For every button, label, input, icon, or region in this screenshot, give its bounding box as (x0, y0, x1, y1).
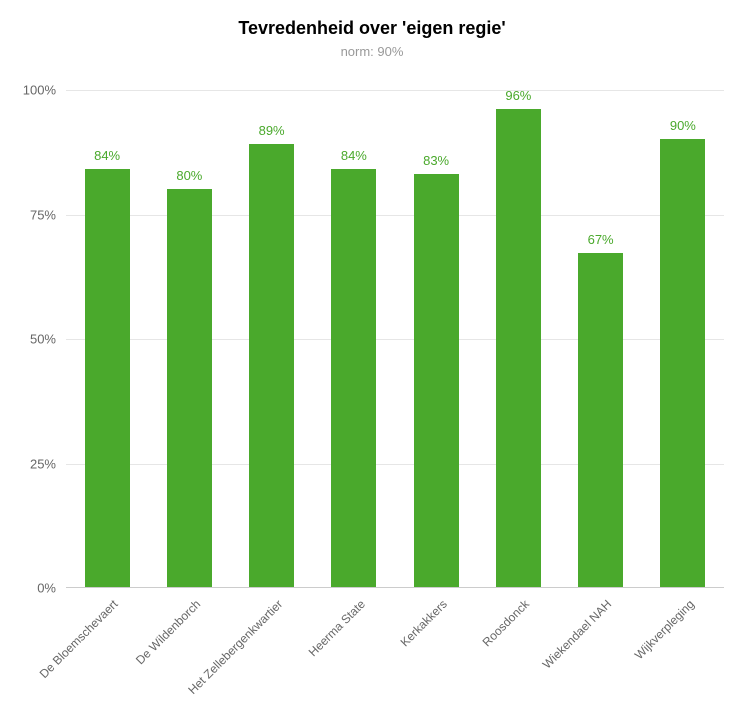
y-tick-label: 75% (30, 207, 56, 222)
x-tick-label: Wiekendael NAH (540, 597, 615, 672)
bar-value-label: 89% (259, 123, 285, 138)
bar-slot: 84% (66, 90, 148, 587)
bar-slot: 90% (642, 90, 724, 587)
bar-value-label: 83% (423, 153, 449, 168)
plot-area: 0%25%50%75%100%84%De Bloemschevaert80%De… (66, 90, 724, 588)
chart-subtitle: norm: 90% (0, 44, 744, 59)
bar: 96% (496, 109, 541, 587)
bar-value-label: 80% (176, 168, 202, 183)
y-tick-label: 100% (23, 83, 56, 98)
bar-value-label: 84% (341, 148, 367, 163)
x-tick-label: Wijkverpleging (632, 597, 697, 662)
bar: 90% (660, 139, 705, 587)
x-tick-label: Heerma State (306, 597, 368, 659)
bar: 84% (331, 169, 376, 587)
bar-slot: 84% (313, 90, 395, 587)
y-tick-label: 50% (30, 332, 56, 347)
bar-value-label: 84% (94, 148, 120, 163)
y-tick-label: 25% (30, 456, 56, 471)
bar-value-label: 90% (670, 118, 696, 133)
x-tick-label: Roosdonck (480, 597, 532, 649)
bar-value-label: 67% (588, 232, 614, 247)
x-tick-label: Het Zellebergenkwartier (186, 597, 286, 697)
x-tick-label: De Wildenborch (133, 597, 203, 667)
x-tick-label: Kerkakkers (398, 597, 450, 649)
bar: 67% (578, 253, 623, 587)
bar-slot: 67% (560, 90, 642, 587)
bar-slot: 96% (477, 90, 559, 587)
bar-chart: Tevredenheid over 'eigen regie' norm: 90… (0, 0, 744, 705)
bar: 80% (167, 189, 212, 587)
bar-value-label: 96% (505, 88, 531, 103)
chart-title: Tevredenheid over 'eigen regie' (0, 18, 744, 39)
x-tick-label: De Bloemschevaert (37, 597, 121, 681)
bar-slot: 89% (231, 90, 313, 587)
y-tick-label: 0% (37, 581, 56, 596)
bar: 84% (85, 169, 130, 587)
bar-slot: 83% (395, 90, 477, 587)
bar-slot: 80% (148, 90, 230, 587)
bar: 89% (249, 144, 294, 587)
bar: 83% (414, 174, 459, 587)
